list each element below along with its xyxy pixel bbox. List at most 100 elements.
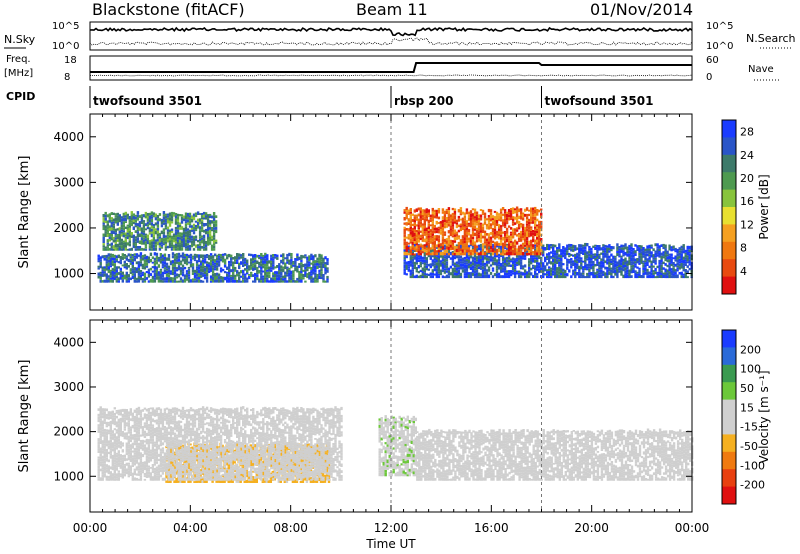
- echo-cell: [431, 238, 435, 242]
- echo-cell: [200, 213, 204, 216]
- echo-cell: [284, 257, 287, 260]
- echo-cell: [407, 221, 411, 223]
- echo-cell: [415, 208, 419, 212]
- echo-cell: [230, 280, 233, 283]
- echo-cell: [511, 228, 515, 232]
- echo-cell: [447, 275, 451, 279]
- echo-cell: [180, 236, 184, 239]
- echo-cell: [107, 269, 111, 273]
- echo-cell: [548, 259, 551, 261]
- echo-cell: [540, 261, 543, 265]
- echo-cell: [130, 222, 134, 227]
- echo-cell: [102, 236, 105, 240]
- echo-cell: [279, 452, 283, 456]
- echo-cell: [163, 277, 167, 281]
- echo-cell: [176, 216, 180, 220]
- echo-cell: [232, 274, 235, 277]
- echo-cell: [114, 217, 118, 221]
- echo-cell: [479, 227, 483, 231]
- echo-cell: [509, 251, 513, 256]
- echo-cell: [451, 247, 455, 250]
- echo-cell: [684, 254, 687, 258]
- echo-cell: [132, 219, 136, 222]
- echo-cell: [638, 267, 641, 270]
- nave-label: Nave: [748, 64, 774, 75]
- echo-cell: [252, 257, 255, 261]
- echo-cell: [407, 242, 411, 245]
- echo-cell: [491, 256, 495, 260]
- echo-cell: [495, 218, 499, 220]
- echo-cell: [202, 217, 206, 220]
- echo-cell: [638, 252, 641, 256]
- echo-cell: [199, 443, 202, 447]
- echo-cell: [151, 275, 155, 279]
- echo-cell: [548, 268, 551, 271]
- echo-cell: [249, 446, 252, 450]
- echo-cell: [419, 245, 423, 248]
- echo-cell: [570, 253, 573, 256]
- echo-cell: [170, 246, 174, 249]
- echo-cell: [487, 238, 491, 242]
- echo-cell: [463, 252, 467, 256]
- echo-cell: [634, 244, 637, 247]
- echo-cell: [111, 270, 115, 274]
- echo-cell: [113, 268, 117, 272]
- echo-cell: [457, 248, 461, 252]
- echo-cell: [439, 229, 443, 232]
- echo-cell: [451, 242, 455, 245]
- echo-cell: [123, 260, 127, 264]
- echo-cell: [449, 245, 453, 248]
- echo-cell: [195, 266, 199, 269]
- echo-cell: [146, 221, 150, 225]
- echo-cell: [471, 265, 475, 269]
- echo-cell: [226, 279, 229, 283]
- echo-cell: [179, 481, 182, 483]
- echo-cell: [562, 246, 565, 250]
- echo-cell: [284, 262, 287, 266]
- echo-cell: [525, 245, 529, 249]
- echo-cell: [493, 225, 497, 229]
- echo-cell: [501, 258, 505, 262]
- echo-cell: [409, 211, 413, 214]
- echo-cell: [320, 265, 323, 269]
- echo-cell: [403, 247, 406, 250]
- echo-cell: [306, 256, 309, 261]
- echo-cell: [411, 239, 415, 242]
- echo-cell: [511, 223, 515, 226]
- echo-cell: [515, 206, 519, 210]
- echo-cell: [602, 255, 605, 259]
- echo-cell: [185, 468, 188, 472]
- echo-cell: [162, 238, 166, 242]
- echo-cell: [409, 220, 413, 224]
- echo-cell: [558, 269, 561, 272]
- echo-cell: [453, 250, 457, 253]
- echo-cell: [550, 261, 553, 265]
- echo-cell: [179, 267, 183, 270]
- echo-cell: [427, 240, 431, 243]
- echo-cell: [129, 262, 133, 265]
- echo-cell: [198, 218, 202, 222]
- echo-cell: [566, 258, 569, 261]
- echo-cell: [471, 213, 475, 217]
- echo-cell: [102, 247, 105, 251]
- echo-cell: [130, 247, 134, 251]
- echo-cell: [578, 265, 581, 268]
- echo-cell: [212, 239, 216, 244]
- echo-cell: [164, 235, 168, 238]
- echo-cell: [672, 270, 675, 274]
- echo-cell: [153, 257, 157, 261]
- echo-cell: [584, 253, 587, 256]
- echo-cell: [121, 253, 125, 257]
- echo-cell: [292, 263, 295, 265]
- echo-cell: [513, 242, 517, 246]
- echo-cell: [451, 224, 455, 227]
- echo-cell: [620, 262, 623, 266]
- echo-cell: [199, 477, 202, 481]
- echo-cell: [427, 223, 431, 227]
- echo-cell: [560, 273, 563, 276]
- echo-cell: [161, 263, 165, 267]
- echo-cell: [606, 269, 609, 273]
- echo-cell: [538, 262, 541, 266]
- echo-cell: [194, 235, 198, 239]
- echo-cell: [523, 234, 527, 237]
